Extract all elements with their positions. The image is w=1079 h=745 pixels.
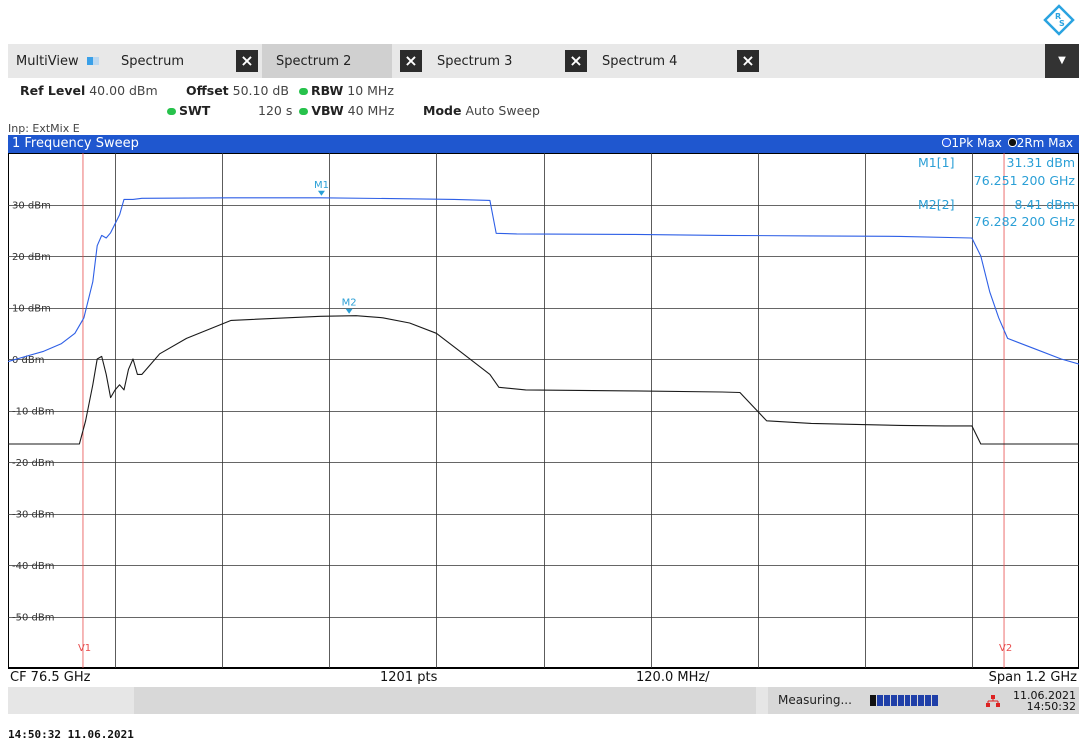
marker-m2-tag: M2 bbox=[342, 298, 357, 309]
trace-1-line bbox=[8, 197, 1079, 365]
y-tick-label: 10 dBm bbox=[12, 304, 51, 315]
frequency-span: Span 1.2 GHz bbox=[988, 670, 1077, 685]
marker-m1-tag: M1 bbox=[314, 180, 329, 191]
close-tab-spectrum-2-icon[interactable]: × bbox=[400, 50, 422, 72]
tab-spectrum-4[interactable]: Spectrum 4 bbox=[602, 53, 678, 69]
plot-grid bbox=[8, 153, 1079, 668]
offset-param[interactable]: Offset 50.10 dB bbox=[186, 83, 289, 98]
vertical-lines: V1 V2 bbox=[78, 153, 1012, 668]
vertical-line-label: V2 bbox=[999, 643, 1012, 654]
trace-legend: 1Pk Max 2Rm Max bbox=[942, 136, 1073, 150]
y-tick-label: -40 dBm bbox=[12, 561, 54, 572]
marker-table: M1[1] 31.31 dBm 76.251 200 GHz M2[2] 8.4… bbox=[918, 155, 1075, 229]
marker-tags: M1 M2 bbox=[314, 180, 357, 314]
rbw-coupled-icon bbox=[299, 88, 308, 95]
division-span: 120.0 MHz/ bbox=[636, 670, 710, 685]
close-tab-spectrum-4-icon[interactable]: × bbox=[737, 50, 759, 72]
close-tab-spectrum-icon[interactable]: × bbox=[236, 50, 258, 72]
tab-bar: MultiView Spectrum × Spectrum 2 × Spectr… bbox=[8, 44, 1079, 78]
trace1-icon bbox=[942, 138, 952, 147]
svg-text:R: R bbox=[1055, 12, 1061, 21]
spectrum-plot[interactable]: 30 dBm 20 dBm 10 dBm 0 dBm -10 dBm -20 dBm -30… bbox=[8, 153, 1079, 668]
ref-level-param[interactable]: Ref Level 40.00 dBm bbox=[20, 83, 158, 98]
m2-label: M2[2] bbox=[918, 197, 954, 212]
frequency-sweep-window-header[interactable]: 1 Frequency Sweep 1Pk Max 2Rm Max bbox=[8, 135, 1079, 153]
status-bar: Measuring... 11.06.2021 14:50:32 bbox=[8, 687, 1079, 714]
m1-level: 31.31 dBm bbox=[1007, 155, 1075, 170]
status-field-left bbox=[8, 687, 134, 714]
center-frequency: CF 76.5 GHz bbox=[10, 670, 91, 685]
trace-curves bbox=[8, 197, 1079, 445]
marker-m2-icon bbox=[345, 308, 353, 314]
y-tick-label: -10 dBm bbox=[12, 407, 54, 418]
tab-spectrum-3[interactable]: Spectrum 3 bbox=[437, 53, 513, 69]
vbw-param[interactable]: 120 s VBW 40 MHz bbox=[258, 103, 395, 118]
mode-param[interactable]: Mode Auto Sweep bbox=[423, 103, 540, 118]
m1-label: M1[1] bbox=[918, 155, 954, 170]
rbw-param[interactable]: RBW 10 MHz bbox=[296, 83, 394, 98]
trace-2-line bbox=[8, 315, 1079, 445]
m2-frequency: 76.282 200 GHz bbox=[974, 214, 1076, 229]
status-field-gap bbox=[756, 687, 768, 714]
y-tick-label: 0 dBm bbox=[12, 355, 45, 366]
y-tick-label: 20 dBm bbox=[12, 252, 51, 263]
close-tab-spectrum-3-icon[interactable]: × bbox=[565, 50, 587, 72]
multiview-icon bbox=[86, 57, 99, 65]
m1-frequency: 76.251 200 GHz bbox=[974, 173, 1076, 188]
y-tick-label: -20 dBm bbox=[12, 458, 54, 469]
marker-m1-icon bbox=[317, 190, 325, 196]
rs-logo-icon: R S bbox=[1043, 4, 1075, 36]
sweep-progress-bar bbox=[870, 695, 939, 706]
plot-footer: CF 76.5 GHz 1201 pts 120.0 MHz/ Span 1.2… bbox=[8, 668, 1079, 687]
m2-level: 8.41 dBm bbox=[1015, 197, 1076, 212]
vbw-coupled-icon bbox=[299, 108, 309, 115]
y-tick-labels: 30 dBm 20 dBm 10 dBm 0 dBm -10 dBm -20 dBm -30… bbox=[12, 201, 54, 624]
svg-text:S: S bbox=[1059, 19, 1065, 28]
network-icon[interactable] bbox=[986, 695, 1000, 707]
swt-coupled-icon bbox=[167, 108, 176, 115]
screenshot-timestamp: 14:50:32 11.06.2021 bbox=[8, 728, 134, 741]
tab-menu-chevron-down-icon[interactable]: ▼ bbox=[1045, 44, 1079, 78]
tab-multiview[interactable]: MultiView bbox=[16, 44, 99, 78]
measuring-status: Measuring... bbox=[778, 693, 852, 707]
plot-border bbox=[8, 153, 1079, 668]
swt-param[interactable]: SWT bbox=[164, 103, 210, 118]
y-tick-label: -50 dBm bbox=[12, 613, 54, 624]
y-tick-label: -30 dBm bbox=[12, 510, 54, 521]
trace2-icon bbox=[1007, 138, 1017, 147]
tab-spectrum-2[interactable]: Spectrum 2 bbox=[262, 44, 392, 78]
window-title: 1 Frequency Sweep bbox=[12, 136, 139, 151]
status-datetime: 11.06.2021 14:50:32 bbox=[1013, 689, 1076, 713]
input-label: Inp: ExtMix E bbox=[8, 122, 80, 135]
y-tick-label: 30 dBm bbox=[12, 201, 51, 212]
sweep-points: 1201 pts bbox=[380, 670, 438, 685]
tab-spectrum[interactable]: Spectrum bbox=[121, 53, 184, 69]
vertical-line-label: V1 bbox=[78, 643, 91, 654]
